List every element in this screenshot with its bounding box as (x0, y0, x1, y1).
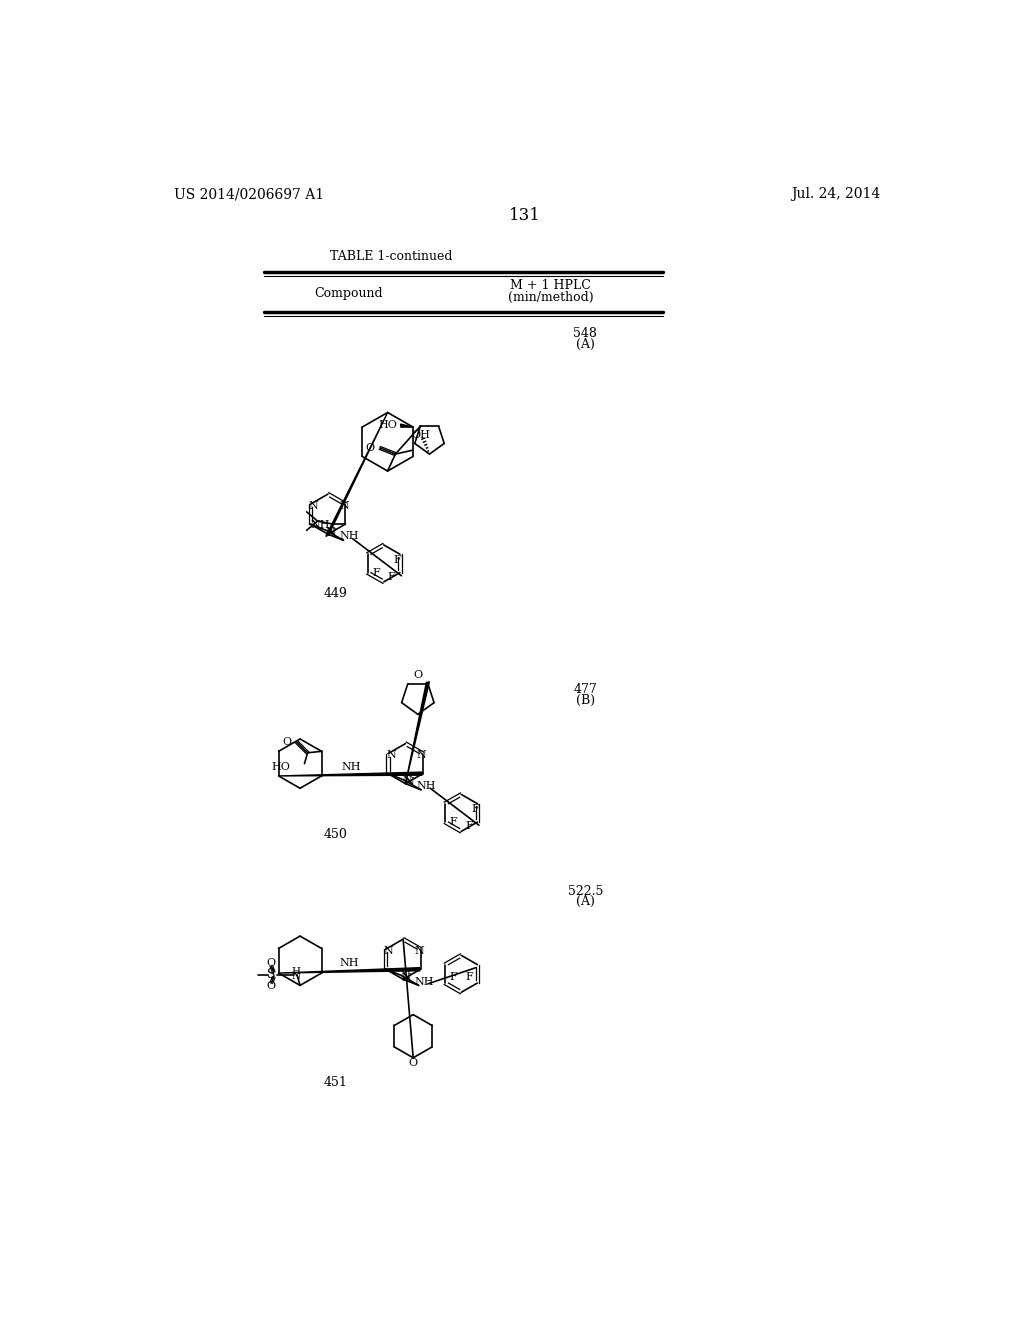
Text: O: O (267, 981, 275, 991)
Text: O: O (283, 737, 291, 747)
Text: NH: NH (415, 977, 434, 986)
Text: NH: NH (339, 532, 358, 541)
Text: Compound: Compound (314, 286, 383, 300)
Text: N: N (400, 972, 411, 981)
Text: F: F (465, 821, 473, 832)
Text: NH: NH (310, 520, 330, 529)
Polygon shape (406, 682, 429, 784)
Text: O: O (267, 958, 275, 968)
Text: 449: 449 (324, 587, 347, 601)
Text: N: N (402, 776, 413, 787)
Text: 548: 548 (573, 327, 597, 341)
Text: 522.5: 522.5 (567, 884, 603, 898)
Text: F: F (449, 972, 457, 982)
Polygon shape (279, 968, 420, 973)
Text: 477: 477 (573, 682, 597, 696)
Text: O: O (366, 444, 375, 453)
Text: HO: HO (379, 420, 397, 430)
Text: F: F (393, 554, 401, 565)
Text: 131: 131 (509, 207, 541, 224)
Text: N: N (327, 528, 336, 537)
Text: N: N (326, 527, 335, 537)
Text: H: H (292, 968, 301, 975)
Text: F: F (450, 817, 458, 828)
Text: N: N (414, 945, 424, 956)
Text: NH: NH (340, 958, 359, 969)
Text: M + 1 HPLC: M + 1 HPLC (510, 280, 591, 292)
Text: N: N (386, 750, 396, 760)
Text: US 2014/0206697 A1: US 2014/0206697 A1 (174, 187, 325, 202)
Text: (A): (A) (575, 338, 595, 351)
Text: 451: 451 (324, 1076, 347, 1089)
Text: (A): (A) (575, 895, 595, 908)
Text: F: F (471, 804, 479, 814)
Text: N: N (292, 972, 301, 981)
Text: F: F (373, 568, 380, 578)
Text: N: N (339, 500, 349, 511)
Text: NH: NH (341, 762, 360, 772)
Text: NH: NH (417, 781, 436, 791)
Text: N: N (308, 500, 318, 511)
Text: 450: 450 (324, 828, 347, 841)
Polygon shape (279, 772, 422, 776)
Text: N: N (404, 777, 414, 787)
Text: S: S (267, 968, 275, 981)
Text: HO: HO (271, 762, 291, 772)
Text: N: N (401, 973, 412, 982)
Text: F: F (466, 972, 473, 982)
Text: F: F (388, 572, 395, 582)
Text: (B): (B) (575, 693, 595, 706)
Text: TABLE 1-continued: TABLE 1-continued (331, 249, 453, 263)
Text: Jul. 24, 2014: Jul. 24, 2014 (791, 187, 880, 202)
Text: N: N (417, 750, 426, 760)
Polygon shape (400, 424, 413, 428)
Text: OH: OH (412, 430, 430, 440)
Text: (min/method): (min/method) (508, 290, 593, 304)
Polygon shape (326, 412, 388, 536)
Text: O: O (409, 1059, 418, 1068)
Text: O: O (414, 671, 423, 680)
Text: N: N (384, 945, 393, 956)
